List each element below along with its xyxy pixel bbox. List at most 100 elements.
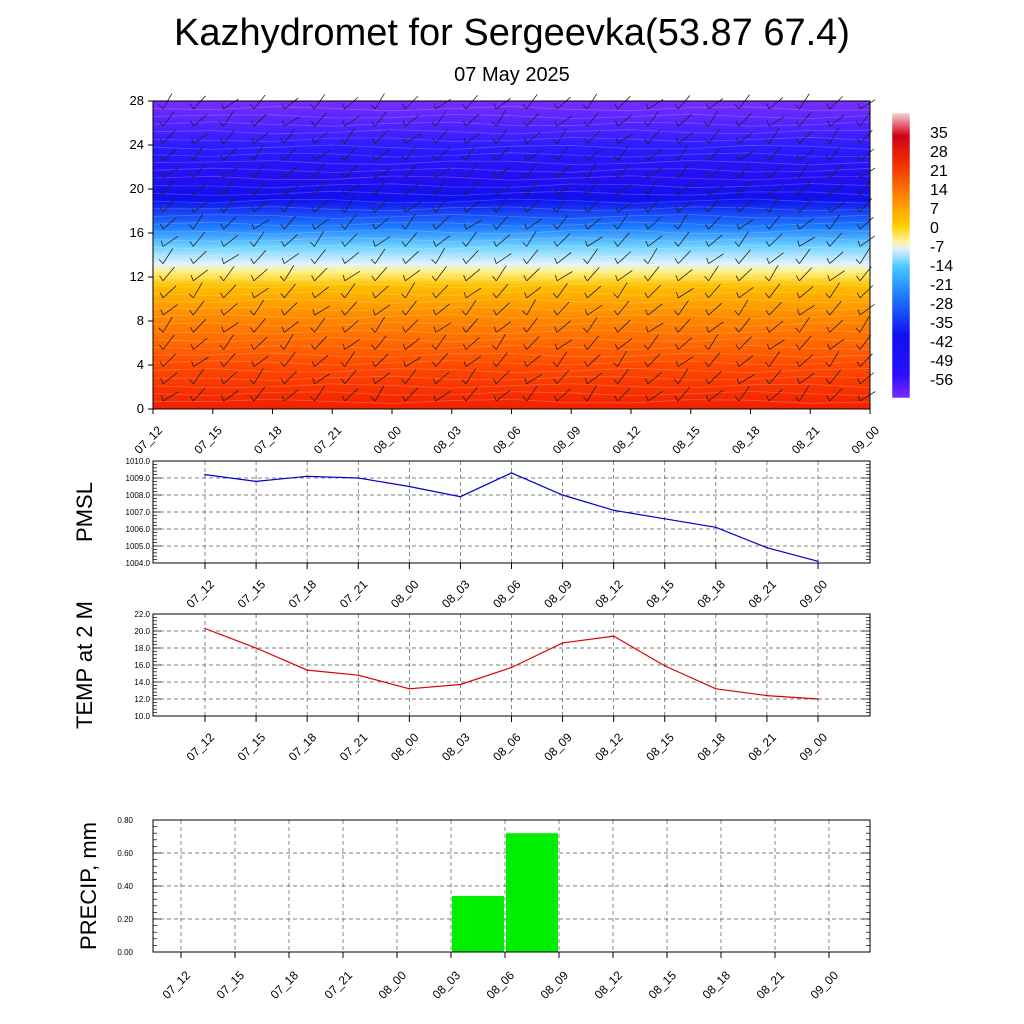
wind-barb [795,385,810,402]
wind-barb [190,182,207,196]
pmsl-data-point [561,494,564,496]
wind-barb [280,352,296,367]
wind-barb [553,233,570,247]
wind-barb [552,351,568,367]
profile-y-tick-label: 12 [130,269,144,284]
wind-barb [583,267,600,282]
wind-barb [765,146,782,161]
wind-barb [370,385,385,402]
wind-barb [158,111,175,127]
temp-x-tick-label: 07_21 [337,730,371,764]
wind-barb [311,286,329,299]
wind-barb [402,182,420,196]
wind-barb [311,199,328,213]
wind-barb [734,94,750,110]
wind-barb [855,111,871,127]
wind-barb [705,234,723,247]
wind-barb [250,318,266,333]
wind-barb [462,386,478,402]
wind-barb [554,252,572,264]
wind-barb [219,110,234,127]
profile-y-tick-label: 0 [137,401,144,416]
wind-barb [613,369,629,385]
wind-barb [797,373,815,385]
wind-barb [522,181,539,196]
wind-barb [220,148,238,161]
wind-barb [644,284,661,299]
wind-barb [856,266,872,282]
wind-barb [431,179,446,196]
temp-panel: 10.0 12.0 14.0 16.0 18.0 20.0 22.0 07_12 07_15 07… [72,601,871,764]
wind-barb [643,266,660,282]
profile-contour-line [152,267,871,273]
wind-barb [855,316,870,333]
wind-barb [764,265,779,282]
colorbar-tick-label: 28 [930,144,948,161]
pmsl-data-point [357,477,360,479]
precip-y-tick-label: 0.40 [117,882,133,891]
wind-barb [675,113,692,127]
wind-barb [613,214,628,230]
wind-barb [493,370,510,385]
temp-x-tick-label: 08_00 [388,730,422,764]
colorbar-tick-label: 21 [930,163,948,180]
wind-barb [250,94,266,110]
wind-barb [279,265,295,282]
wind-barb [522,386,538,402]
precip-x-tick-label: 08_18 [700,968,734,1002]
wind-barb [279,196,295,213]
profile-contour-line [152,121,871,127]
wind-barb [492,128,508,144]
profile-contour-line [152,144,871,150]
wind-barb [765,301,782,316]
wind-barb [432,371,450,385]
wind-barb [189,387,206,402]
wind-barb [492,283,509,299]
wind-barb [643,111,659,127]
wind-barb [341,301,358,316]
wind-barb [704,110,719,127]
wind-barb [462,113,480,127]
wind-barb [825,350,840,367]
precip-x-tick-label: 07_12 [160,968,194,1002]
wind-barb [158,316,173,333]
wind-barb [492,265,507,282]
profile-x-tick-label: 07_15 [191,423,225,457]
wind-barb [250,181,267,196]
wind-barb [796,130,813,144]
temp-data-point [510,666,513,669]
wind-barb [614,114,632,127]
wind-barb [764,196,779,213]
wind-barb [613,300,630,316]
profile-contour-line [152,236,871,243]
temp-x-tick-label: 08_21 [746,730,780,764]
wind-barb [312,150,330,161]
temp-y-tick-label: 12.0 [134,695,150,704]
wind-barb [281,321,299,333]
pmsl-x-tick-label: 08_18 [694,577,728,611]
wind-barb [706,98,724,110]
wind-barb [280,128,296,144]
wind-barb [858,99,876,110]
wind-barb [402,338,420,350]
wind-barb [340,282,356,299]
wind-barb [613,232,630,247]
pmsl-x-tick-label: 08_09 [541,577,575,611]
wind-barb [312,218,330,230]
wind-barb [220,371,238,385]
temp-data-point [612,635,615,637]
profile-contour-line [152,390,871,397]
wind-barb [463,287,482,299]
wind-barb [432,129,448,144]
wind-barb [220,303,238,316]
wind-barb [675,200,693,213]
temp-x-tick-label: 08_06 [490,730,524,764]
pmsl-data-point [459,495,462,498]
pmsl-data-point [612,509,615,512]
wind-barb [494,184,512,196]
wind-barb [825,145,841,161]
wind-barb [191,356,209,367]
wind-barb [613,145,629,161]
profile-contour-line [153,206,871,212]
wind-barb [734,386,750,402]
